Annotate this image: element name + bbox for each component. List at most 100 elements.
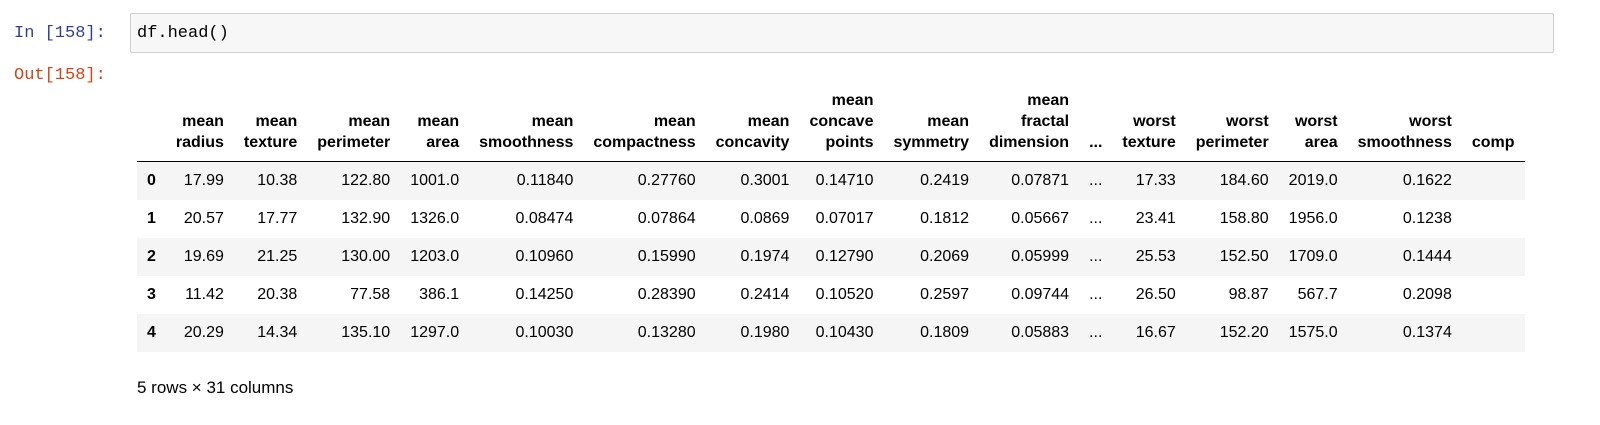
column-header: worst texture (1112, 88, 1186, 162)
table-cell: 567.7 (1297, 286, 1338, 303)
clipped-cell (1462, 314, 1525, 352)
table-cell: 0.14710 (815, 172, 874, 189)
table-cell: 0.09744 (1011, 286, 1070, 303)
table-cell: 0.28390 (637, 286, 696, 303)
table-cell: 17.99 (183, 172, 224, 189)
clipped-cell (1462, 276, 1525, 314)
table-cell: 135.10 (341, 324, 391, 341)
table-cell: 0.11840 (516, 172, 574, 189)
table-cell: 0.1238 (1402, 210, 1452, 227)
table-cell: 0.3001 (740, 172, 790, 189)
table-cell: 0.2414 (740, 286, 790, 303)
table-cell: 184.60 (1219, 172, 1269, 189)
table-row: 3 11.42 20.38 77.58 386.1 0.14250 0.28390 0.241… (137, 276, 1525, 314)
row-index: 0 (147, 172, 156, 189)
column-header: mean radius (165, 88, 234, 162)
table-cell: 1956.0 (1288, 210, 1338, 227)
clipped-cell (1462, 238, 1525, 276)
column-header: mean compactness (583, 88, 706, 162)
table-cell: 152.20 (1219, 324, 1269, 341)
table-cell: 0.14250 (515, 286, 574, 303)
table-cell: 16.67 (1135, 324, 1176, 341)
row-index: 3 (147, 286, 156, 303)
table-cell: 10.38 (257, 172, 298, 189)
table-footer: 5 rows × 31 columns (137, 378, 294, 397)
table-cell: 0.1809 (920, 324, 970, 341)
table-cell: 0.10960 (515, 248, 574, 265)
table-cell: 0.15990 (637, 248, 696, 265)
table-cell: 0.1374 (1402, 324, 1452, 341)
table-cell: 0.1812 (920, 210, 970, 227)
table-cell: 23.41 (1135, 210, 1176, 227)
table-cell: 1709.0 (1288, 248, 1338, 265)
table-cell: 152.50 (1219, 248, 1269, 265)
column-header: mean fractal dimension (979, 88, 1080, 162)
table-cell: 0.2419 (920, 172, 970, 189)
row-index: 2 (147, 248, 156, 265)
table-cell: ... (1089, 210, 1103, 227)
column-header: ... (1079, 88, 1113, 162)
table-cell: 0.05667 (1011, 210, 1070, 227)
dataframe-output: mean radius mean texture mean perimeter mea… (137, 88, 1546, 352)
table-cell: 19.69 (183, 248, 224, 265)
table-cell: ... (1089, 324, 1103, 341)
column-header: mean concave points (799, 88, 884, 162)
dataframe-table: mean radius mean texture mean perimeter mea… (137, 88, 1525, 352)
table-cell: 122.80 (341, 172, 391, 189)
table-cell: 0.10030 (515, 324, 574, 341)
table-cell: 0.05999 (1011, 248, 1070, 265)
table-cell: 1203.0 (410, 248, 460, 265)
table-cell: 77.58 (350, 286, 391, 303)
input-prompt: In [158]: (14, 24, 106, 43)
table-cell: 0.1622 (1402, 172, 1452, 189)
table-cell: 17.33 (1135, 172, 1176, 189)
column-header: mean texture (233, 88, 308, 162)
table-cell: 0.07864 (637, 210, 696, 227)
table-cell: 0.1980 (740, 324, 790, 341)
table-cell: 0.07871 (1011, 172, 1070, 189)
table-row: 4 20.29 14.34 135.10 1297.0 0.10030 0.13280 0.1… (137, 314, 1525, 352)
table-cell: 1297.0 (410, 324, 460, 341)
column-header: worst smoothness (1347, 88, 1462, 162)
table-cell: 130.00 (341, 248, 391, 265)
code-cell[interactable]: df.head() (130, 13, 1554, 53)
table-cell: 1001.0 (410, 172, 460, 189)
table-cell: 20.38 (257, 286, 298, 303)
table-row: 1 20.57 17.77 132.90 1326.0 0.08474 0.07864 0.0… (137, 200, 1525, 238)
table-cell: 0.07017 (815, 210, 874, 227)
index-header (137, 88, 166, 162)
table-cell: 0.2069 (920, 248, 970, 265)
table-cell: 11.42 (185, 286, 224, 303)
table-cell: ... (1089, 172, 1103, 189)
table-cell: 386.1 (419, 286, 460, 303)
table-cell: 158.80 (1219, 210, 1269, 227)
table-cell: 26.50 (1135, 286, 1176, 303)
table-cell: 2019.0 (1288, 172, 1338, 189)
table-cell: 0.1974 (740, 248, 790, 265)
clipped-cell (1462, 162, 1525, 201)
table-cell: ... (1089, 286, 1103, 303)
table-cell: 25.53 (1135, 248, 1176, 265)
column-header: mean area (400, 88, 470, 162)
table-cell: 21.25 (257, 248, 298, 265)
table-cell: 20.29 (183, 324, 224, 341)
column-header: comp (1461, 88, 1525, 162)
table-cell: 0.0869 (740, 210, 790, 227)
table-cell: 0.2098 (1402, 286, 1452, 303)
table-cell: 1326.0 (410, 210, 460, 227)
table-row: 2 19.69 21.25 130.00 1203.0 0.10960 0.15990 0.1… (137, 238, 1525, 276)
column-header: mean smoothness (469, 88, 584, 162)
table-cell: 0.13280 (637, 324, 696, 341)
table-row: 0 17.99 10.38 122.80 1001.0 0.11840 0.27760 0.3… (137, 161, 1525, 201)
row-index: 1 (147, 210, 156, 227)
table-cell: 98.87 (1228, 286, 1269, 303)
column-header: worst area (1278, 88, 1348, 162)
table-cell: 0.10430 (815, 324, 874, 341)
table-cell: 20.57 (183, 210, 224, 227)
clipped-cell (1462, 200, 1525, 238)
table-cell: 0.12790 (815, 248, 874, 265)
row-index: 4 (147, 324, 156, 341)
header-row: mean radius mean texture mean perimeter mea… (137, 88, 1525, 162)
column-header: mean symmetry (883, 88, 980, 162)
